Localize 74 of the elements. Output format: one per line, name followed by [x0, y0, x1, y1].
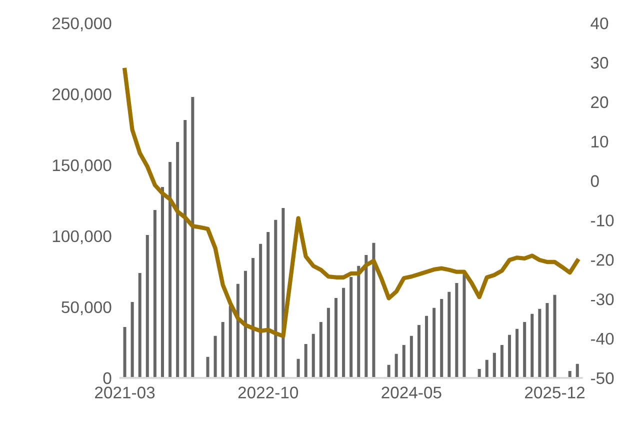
- y2-tick-label: -10: [590, 214, 614, 226]
- x-tick-label: 2022-10: [238, 386, 298, 398]
- bar: [244, 270, 247, 378]
- bar: [546, 302, 549, 378]
- bar: [259, 244, 262, 378]
- bar: [130, 302, 134, 378]
- bar: [357, 266, 360, 378]
- bar: [417, 324, 420, 378]
- bar: [214, 336, 217, 378]
- bar: [206, 356, 210, 378]
- y-tick-label: 50,000: [62, 301, 112, 316]
- y-tick-label: 100,000: [52, 230, 112, 244]
- y-tick-label: 250,000: [52, 17, 112, 32]
- y2-tick-label: 0: [590, 175, 599, 187]
- bar: [508, 334, 512, 378]
- bar: [191, 97, 194, 378]
- bar: [252, 258, 255, 378]
- bar: [485, 360, 488, 378]
- bar: [432, 308, 436, 378]
- bar: [176, 142, 180, 378]
- bar: [342, 288, 346, 378]
- bar: [530, 314, 534, 378]
- bar: [402, 344, 406, 378]
- bar: [500, 344, 504, 378]
- bar: [455, 282, 458, 378]
- x-tick-label: 2021-03: [95, 386, 155, 398]
- x-tick-label: 2025-12: [525, 386, 585, 398]
- bar: [516, 328, 519, 378]
- y2-tick-label: -50: [590, 372, 614, 384]
- bar: [312, 334, 315, 378]
- bar: [319, 322, 322, 378]
- y-tick-label: 200,000: [52, 88, 112, 102]
- bar: [448, 292, 451, 378]
- bar: [228, 306, 232, 378]
- bar: [146, 234, 149, 378]
- bar: [138, 273, 142, 378]
- bar: [274, 220, 278, 378]
- bar: [168, 162, 172, 378]
- bar: [123, 326, 126, 378]
- bar: [236, 284, 240, 378]
- bar: [160, 186, 164, 378]
- bar: [492, 352, 496, 378]
- bar: [576, 364, 579, 378]
- line-series: [122, 68, 580, 338]
- x-tick-label: 2024-05: [382, 386, 442, 398]
- y2-tick-label: 10: [592, 136, 608, 148]
- bar: [387, 364, 390, 378]
- bar: [523, 322, 526, 378]
- bar: [425, 316, 428, 378]
- bar: [326, 308, 330, 378]
- bar: [462, 273, 466, 378]
- bar: [372, 242, 376, 378]
- y2-tick-label: -20: [590, 254, 614, 266]
- y2-tick-label: -30: [590, 293, 614, 306]
- y2-tick-label: 40: [590, 17, 608, 30]
- bar: [364, 254, 368, 378]
- bar: [440, 298, 444, 378]
- y-tick-label: 150,000: [52, 159, 112, 174]
- bar: [184, 120, 187, 378]
- y2-tick-label: -40: [590, 332, 614, 345]
- bar: [553, 294, 556, 378]
- bar: [296, 358, 300, 378]
- y2-tick-label: 20: [591, 96, 608, 108]
- bar: [153, 210, 156, 378]
- bar: [350, 276, 353, 378]
- bar: [334, 298, 338, 378]
- bar: [538, 308, 542, 378]
- bar: [410, 336, 413, 378]
- bar: [304, 344, 308, 378]
- y-tick-label: 0: [103, 372, 112, 384]
- bar: [266, 232, 270, 378]
- bar: [221, 322, 224, 378]
- y2-tick-label: 30: [590, 56, 608, 69]
- bar: [394, 354, 398, 378]
